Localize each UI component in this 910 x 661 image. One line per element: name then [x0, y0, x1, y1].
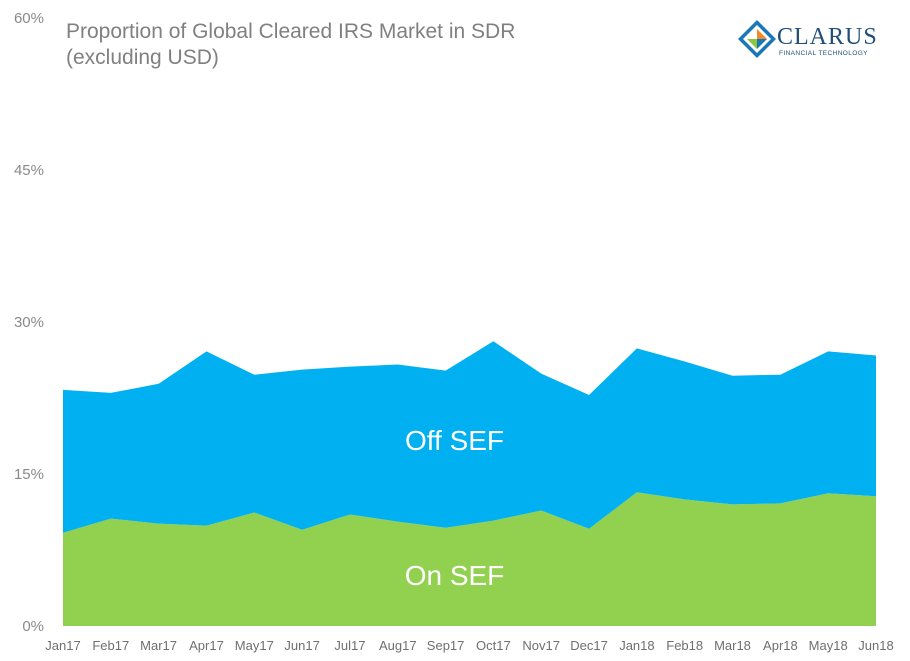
title-line-1: Proportion of Global Cleared IRS Market … [66, 20, 515, 43]
x-tick-label: Feb17 [92, 638, 129, 653]
logo-wordmark: CLARUS [777, 24, 878, 50]
y-axis: 0% 15% 30% 45% 60% [14, 10, 44, 635]
logo-diamond-orange [757, 29, 767, 39]
x-tick-label: Apr18 [763, 638, 798, 653]
chart-title: Proportion of Global Cleared IRS Market … [66, 20, 515, 69]
x-tick-label: May17 [235, 638, 274, 653]
x-tick-label: Jan17 [45, 638, 80, 653]
x-tick-label: May18 [809, 638, 848, 653]
logo-tagline: FINANCIAL TECHNOLOGY [779, 50, 868, 57]
x-tick-label: Jul17 [334, 638, 365, 653]
x-tick-label: Aug17 [379, 638, 417, 653]
x-tick-label: Oct17 [476, 638, 511, 653]
series-label: On SEF [405, 560, 505, 591]
clarus-logo: CLARUS FINANCIAL TECHNOLOGY [738, 20, 878, 58]
y-tick-label: 45% [14, 162, 44, 179]
y-tick-label: 0% [22, 618, 44, 635]
title-line-2: (excluding USD) [66, 46, 219, 69]
logo-diamond-green [747, 39, 757, 49]
area-series-off-sef [63, 341, 876, 533]
logo-diamond-blue [757, 39, 767, 49]
x-tick-label: Jun18 [858, 638, 893, 653]
x-tick-label: Feb18 [666, 638, 703, 653]
x-tick-label: Jun17 [284, 638, 319, 653]
series-label: Off SEF [405, 425, 504, 456]
x-tick-label: Apr17 [189, 638, 224, 653]
x-tick-label: Mar18 [714, 638, 751, 653]
x-axis: Jan17 Feb17 Mar17 Apr17 May17 Jun17 Jul17 Aug17… [45, 638, 893, 653]
area-series-on-sef [63, 492, 876, 626]
y-tick-label: 15% [14, 466, 44, 483]
y-tick-label: 30% [14, 314, 44, 331]
x-tick-label: Sep17 [427, 638, 465, 653]
area-layer [63, 341, 876, 626]
logo-diamond-icon [738, 20, 776, 58]
y-tick-label: 60% [14, 10, 44, 27]
x-tick-label: Dec17 [570, 638, 608, 653]
x-tick-label: Nov17 [522, 638, 560, 653]
area-labels: On SEF Off SEF [405, 425, 505, 591]
x-tick-label: Mar17 [140, 638, 177, 653]
x-tick-label: Jan18 [619, 638, 654, 653]
